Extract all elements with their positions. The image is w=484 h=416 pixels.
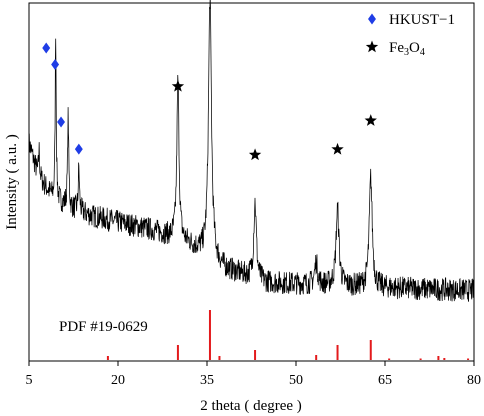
x-tick-label: 65 [378,373,392,388]
reference-label: PDF #19-0629 [59,319,148,335]
x-axis-title: 2 theta ( degree ) [200,398,302,414]
legend-star-icon [365,40,379,53]
hkust-diamond-marker [42,42,51,54]
hkust-diamond-marker [74,143,83,155]
xrd-series-line [28,0,475,302]
legend-label: HKUST−1 [389,12,455,28]
legend: HKUST−1 Fe3O4 [365,12,455,58]
x-tick-label: 5 [26,373,33,388]
reference-pattern [106,310,470,360]
hkust-diamond-marker [57,116,65,128]
plot-frame [28,2,475,362]
fe3o4-star-marker [331,142,344,155]
x-tick-label: 35 [200,373,214,388]
x-axis-ticks: 5 20 35 50 65 80 [26,361,481,388]
x-tick-label: 20 [111,373,125,388]
x-tick-label: 80 [467,373,481,388]
fe3o4-star-marker [248,148,262,161]
data-layer [28,0,475,302]
hkust-diamond-marker [51,58,60,70]
fe3o4-star-marker [364,114,377,126]
x-tick-label: 50 [289,373,303,388]
legend-diamond-icon [368,13,376,25]
peak-markers [42,42,377,161]
legend-label: Fe3O4 [389,40,425,58]
y-axis-title: Intensity ( a.u. ) [4,134,20,229]
fe3o4-star-marker [171,79,185,92]
